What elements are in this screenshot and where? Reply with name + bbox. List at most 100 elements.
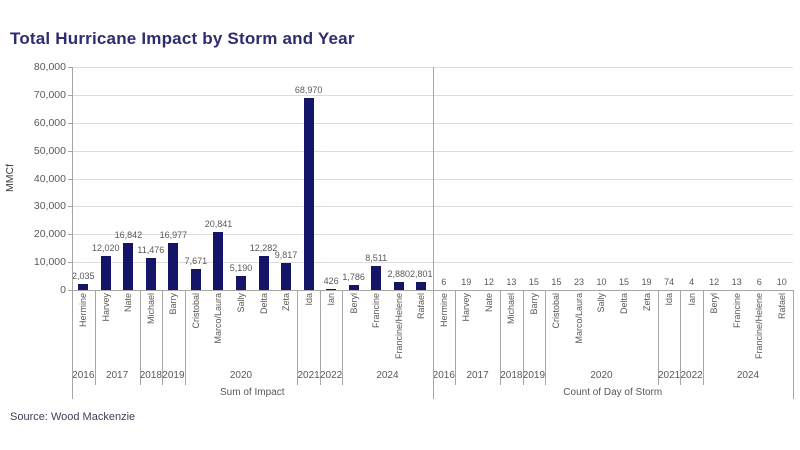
bar-value-label: 19 (461, 276, 472, 287)
x-category-label: Hermine (438, 293, 449, 328)
bar-value-label: 426 (323, 275, 339, 286)
bar-value-label: 15 (528, 276, 539, 287)
bar-value-label: 12 (483, 276, 494, 287)
year-group-label: 2018 (500, 370, 523, 381)
bar (371, 266, 382, 290)
x-category-label: Zeta (281, 293, 292, 312)
x-category-label: Harvey (461, 293, 472, 322)
bar-value-label: 10 (596, 276, 607, 287)
year-group-label: 2024 (736, 370, 760, 381)
year-group-label: 2017 (466, 370, 489, 381)
bar (348, 285, 359, 290)
bar-value-label: 12 (709, 276, 720, 287)
y-axis-tick (68, 94, 72, 96)
x-category-label: Ida (303, 293, 314, 306)
year-separator (657, 290, 659, 385)
x-category-label: Nate (483, 293, 494, 313)
year-separator (162, 290, 164, 385)
year-separator (702, 290, 704, 385)
x-category-label: Marco/Laura (213, 293, 224, 344)
bar-value-label: 6 (441, 276, 447, 287)
bar-value-label: 19 (641, 276, 652, 287)
bar (281, 262, 292, 290)
section-divider (432, 67, 434, 399)
y-tick-label: 40,000 (33, 172, 66, 185)
section-label: Count of Day of Storm (563, 387, 663, 398)
bar-value-label: 10 (776, 276, 787, 287)
bar (416, 282, 427, 290)
y-axis-tick (68, 262, 72, 264)
year-group-label: 2016 (432, 370, 455, 381)
source-note: Source: Wood Mackenzie (10, 411, 136, 423)
year-group-label: 2020 (590, 370, 613, 381)
x-category-label: Ian (686, 293, 697, 306)
y-tick-label: 10,000 (33, 256, 66, 269)
x-category-label: Nate (123, 293, 134, 313)
year-separator (184, 290, 186, 385)
y-axis-tick (68, 150, 72, 152)
year-group-label: 2016 (72, 370, 95, 381)
bar-value-label: 12,282 (249, 242, 278, 253)
y-axis-line (72, 67, 73, 399)
bar-value-label: 13 (731, 276, 742, 287)
section-label: Sum of Impact (220, 387, 285, 398)
chart-title: Total Hurricane Impact by Storm and Year (10, 29, 355, 48)
bar (190, 268, 201, 290)
y-axis-tick (68, 290, 72, 291)
x-category-label: Ida (664, 293, 675, 306)
x-category-label: Marco/Laura (573, 293, 584, 344)
x-category-label: Barry (528, 293, 539, 315)
y-axis-tick (68, 178, 72, 180)
bar (145, 258, 156, 290)
bar-value-label: 6 (756, 276, 762, 287)
x-category-label: Rafael (776, 293, 787, 320)
x-category-label: Cristobal (551, 293, 562, 329)
bar-value-label: 4 (689, 276, 695, 287)
y-tick-label: 50,000 (33, 144, 66, 157)
bar-value-label: 2,801 (409, 269, 433, 280)
y-axis-tick (68, 206, 72, 208)
year-separator (139, 290, 141, 385)
year-group-label: 2019 (162, 370, 185, 381)
year-group-label: 2020 (229, 370, 253, 381)
year-separator (94, 290, 96, 385)
bar (123, 243, 134, 290)
year-group-label: 2017 (105, 370, 129, 381)
bar (78, 284, 89, 290)
bar-value-label: 20,841 (204, 218, 233, 229)
year-separator (455, 290, 457, 385)
year-separator (522, 290, 524, 385)
x-category-label: Hermine (78, 293, 89, 328)
y-axis-label: MMCf (4, 163, 16, 192)
bar (100, 256, 111, 290)
year-separator (500, 290, 502, 385)
x-category-label: Zeta (641, 293, 652, 312)
x-category-label: Delta (619, 293, 630, 315)
y-axis-tick (68, 67, 72, 68)
year-group-label: 2021 (297, 370, 320, 381)
bar-value-label: 68,970 (294, 84, 323, 95)
x-category-label: Francine (731, 293, 742, 329)
x-category-label: Sally (235, 293, 246, 313)
bar-value-label: 74 (664, 276, 675, 287)
bar-value-label: 23 (573, 276, 584, 287)
year-group-label: 2024 (376, 370, 399, 381)
bar (213, 231, 224, 290)
year-group-label: 2018 (139, 370, 162, 381)
y-tick-label: 20,000 (33, 228, 66, 241)
y-tick-label: 0 (60, 284, 66, 296)
x-category-label: Michael (506, 293, 517, 325)
x-category-label: Beryl (709, 293, 720, 314)
x-category-label: Ian (326, 293, 337, 306)
bar-value-label: 12,020 (92, 243, 120, 254)
bar-value-label: 9,817 (274, 249, 298, 260)
x-category-label: Sally (596, 293, 607, 313)
bar-value-label: 5,190 (229, 262, 253, 273)
bar-value-label: 15 (551, 276, 562, 287)
x-category-label: Barry (168, 293, 179, 315)
year-separator (297, 290, 299, 385)
y-tick-label: 80,000 (33, 61, 66, 73)
year-group-label: 2022 (319, 370, 343, 381)
